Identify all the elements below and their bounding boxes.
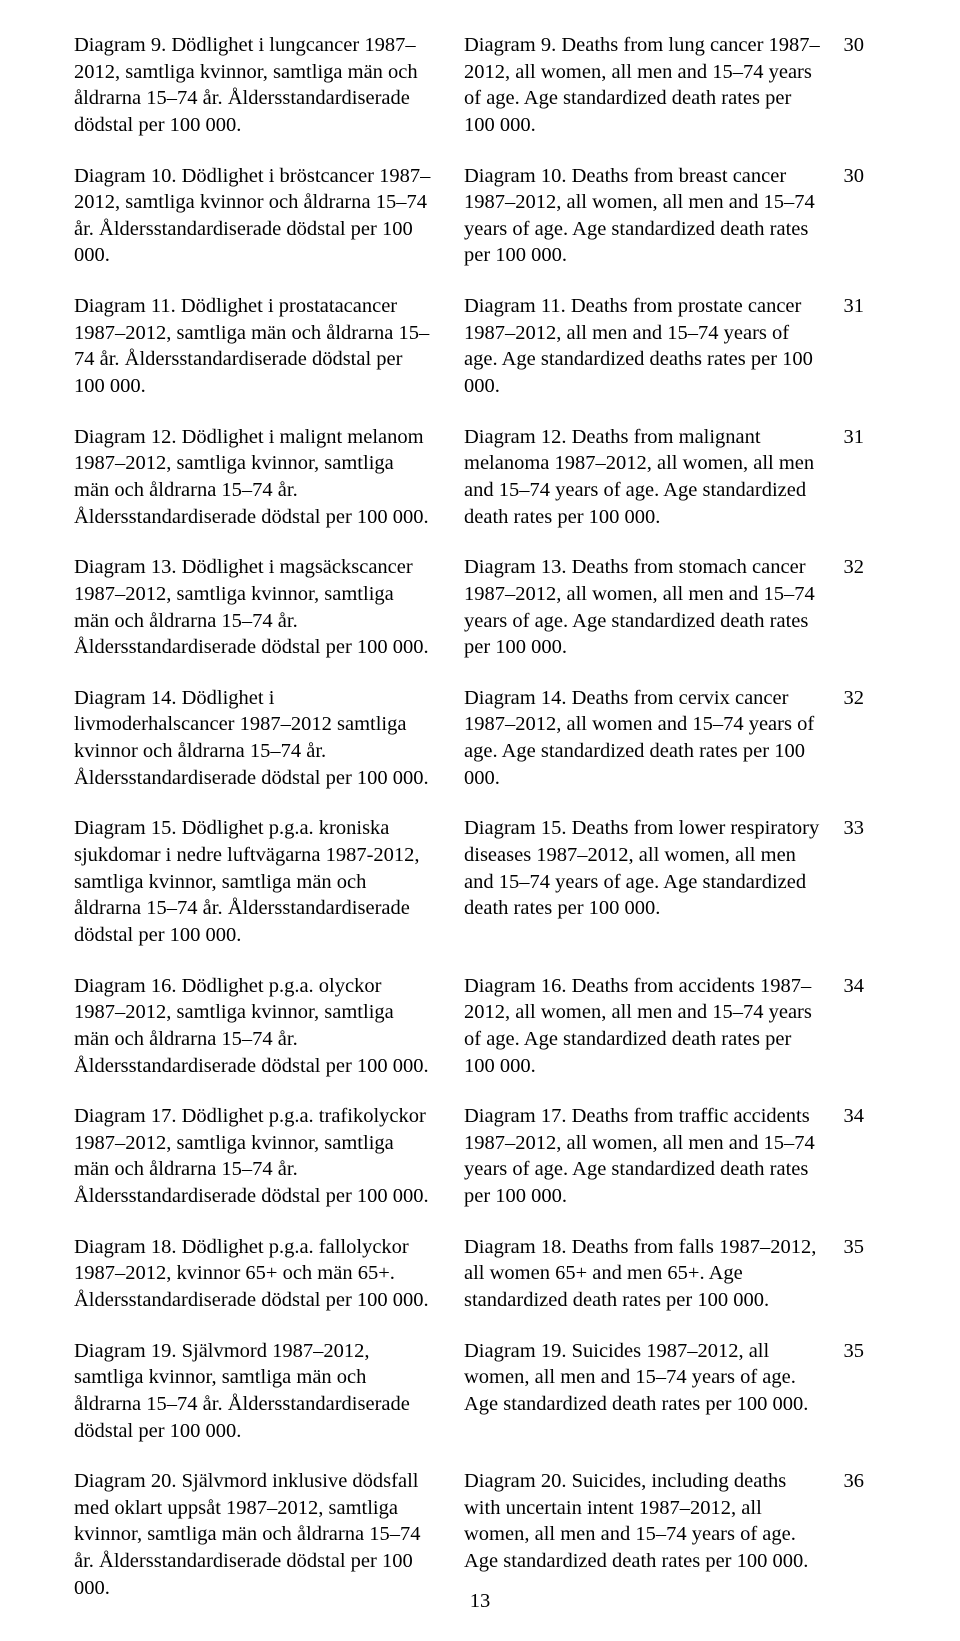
toc-swedish-text: Diagram 19. Självmord 1987–2012, samtlig… — [74, 1338, 434, 1445]
toc-english-text: Diagram 19. Suicides 1987–2012, all wome… — [464, 1338, 824, 1418]
toc-english-text: Diagram 14. Deaths from cervix cancer 19… — [464, 685, 824, 792]
toc-entries: Diagram 9. Dödlighet i lungcancer 1987–2… — [74, 32, 886, 1601]
page-number: 13 — [0, 1590, 960, 1613]
toc-entry: Diagram 9. Dödlighet i lungcancer 1987–2… — [74, 32, 886, 139]
toc-page-number: 34 — [824, 1103, 864, 1130]
toc-page-number: 32 — [824, 554, 864, 581]
toc-swedish-text: Diagram 12. Dödlighet i malignt melanom … — [74, 424, 434, 531]
toc-english-text: Diagram 10. Deaths from breast cancer 19… — [464, 163, 824, 270]
toc-english-text: Diagram 16. Deaths from accidents 1987–2… — [464, 973, 824, 1080]
toc-swedish-text: Diagram 18. Dödlighet p.g.a. fallolyckor… — [74, 1234, 434, 1314]
toc-english-text: Diagram 9. Deaths from lung cancer 1987–… — [464, 32, 824, 139]
toc-entry: Diagram 16. Dödlighet p.g.a. olyckor 198… — [74, 973, 886, 1080]
toc-swedish-text: Diagram 15. Dödlighet p.g.a. kroniska sj… — [74, 815, 434, 948]
toc-page-number: 33 — [824, 815, 864, 842]
toc-entry: Diagram 11. Dödlighet i prostatacancer 1… — [74, 293, 886, 400]
toc-swedish-text: Diagram 14. Dödlighet i livmoderhalscanc… — [74, 685, 434, 792]
toc-english-text: Diagram 15. Deaths from lower respirator… — [464, 815, 824, 922]
document-page: Diagram 9. Dödlighet i lungcancer 1987–2… — [0, 0, 960, 1641]
toc-entry: Diagram 13. Dödlighet i magsäckscancer 1… — [74, 554, 886, 661]
toc-entry: Diagram 14. Dödlighet i livmoderhalscanc… — [74, 685, 886, 792]
toc-page-number: 34 — [824, 973, 864, 1000]
toc-english-text: Diagram 12. Deaths from malignant melano… — [464, 424, 824, 531]
toc-english-text: Diagram 13. Deaths from stomach cancer 1… — [464, 554, 824, 661]
toc-page-number: 35 — [824, 1338, 864, 1365]
toc-entry: Diagram 17. Dödlighet p.g.a. trafikolyck… — [74, 1103, 886, 1210]
toc-english-text: Diagram 11. Deaths from prostate cancer … — [464, 293, 824, 400]
toc-swedish-text: Diagram 20. Självmord inklusive dödsfall… — [74, 1468, 434, 1601]
toc-entry: Diagram 15. Dödlighet p.g.a. kroniska sj… — [74, 815, 886, 948]
toc-page-number: 31 — [824, 424, 864, 451]
toc-page-number: 30 — [824, 32, 864, 59]
toc-swedish-text: Diagram 11. Dödlighet i prostatacancer 1… — [74, 293, 434, 400]
toc-swedish-text: Diagram 13. Dödlighet i magsäckscancer 1… — [74, 554, 434, 661]
toc-entry: Diagram 10. Dödlighet i bröstcancer 1987… — [74, 163, 886, 270]
toc-swedish-text: Diagram 9. Dödlighet i lungcancer 1987–2… — [74, 32, 434, 139]
toc-entry: Diagram 18. Dödlighet p.g.a. fallolyckor… — [74, 1234, 886, 1314]
toc-english-text: Diagram 17. Deaths from traffic accident… — [464, 1103, 824, 1210]
toc-page-number: 35 — [824, 1234, 864, 1261]
toc-swedish-text: Diagram 16. Dödlighet p.g.a. olyckor 198… — [74, 973, 434, 1080]
toc-english-text: Diagram 18. Deaths from falls 1987–2012,… — [464, 1234, 824, 1314]
toc-entry: Diagram 20. Självmord inklusive dödsfall… — [74, 1468, 886, 1601]
toc-page-number: 30 — [824, 163, 864, 190]
toc-entry: Diagram 12. Dödlighet i malignt melanom … — [74, 424, 886, 531]
toc-english-text: Diagram 20. Suicides, including deaths w… — [464, 1468, 824, 1575]
toc-page-number: 32 — [824, 685, 864, 712]
toc-entry: Diagram 19. Självmord 1987–2012, samtlig… — [74, 1338, 886, 1445]
toc-swedish-text: Diagram 10. Dödlighet i bröstcancer 1987… — [74, 163, 434, 270]
toc-page-number: 36 — [824, 1468, 864, 1495]
toc-swedish-text: Diagram 17. Dödlighet p.g.a. trafikolyck… — [74, 1103, 434, 1210]
toc-page-number: 31 — [824, 293, 864, 320]
